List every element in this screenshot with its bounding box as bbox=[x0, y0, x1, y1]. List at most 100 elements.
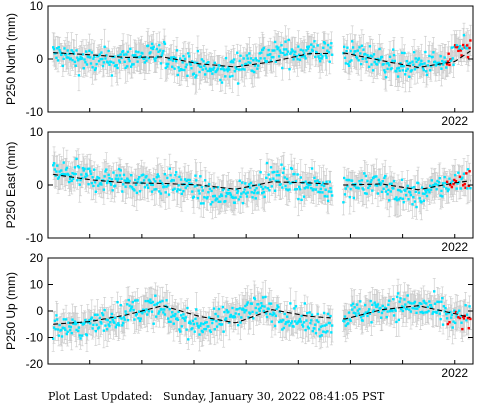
data-point bbox=[55, 56, 58, 60]
data-point bbox=[215, 68, 219, 72]
data-point bbox=[256, 64, 260, 67]
data-point bbox=[227, 65, 230, 69]
data-point bbox=[103, 45, 106, 49]
data-point bbox=[438, 63, 442, 66]
data-point bbox=[123, 179, 126, 182]
data-point bbox=[392, 53, 396, 57]
data-point bbox=[440, 189, 443, 193]
data-point bbox=[117, 177, 120, 180]
data-point bbox=[369, 180, 372, 184]
data-point bbox=[166, 184, 170, 187]
data-point bbox=[274, 179, 278, 183]
data-point bbox=[329, 46, 332, 49]
data-point bbox=[138, 190, 142, 193]
recent-data-point bbox=[468, 46, 471, 50]
data-point bbox=[352, 196, 356, 200]
data-point bbox=[221, 65, 225, 68]
data-point bbox=[58, 49, 61, 52]
data-point bbox=[423, 192, 426, 196]
data-point bbox=[128, 179, 131, 183]
data-point bbox=[56, 47, 59, 50]
data-point bbox=[251, 196, 254, 199]
data-point bbox=[66, 49, 69, 52]
data-point bbox=[315, 51, 319, 55]
data-point bbox=[453, 45, 456, 49]
data-point bbox=[155, 47, 159, 51]
data-point bbox=[290, 48, 294, 51]
recent-data-point bbox=[460, 54, 463, 57]
data-point bbox=[328, 180, 331, 184]
data-point bbox=[116, 66, 119, 70]
data-point bbox=[80, 173, 83, 176]
data-point bbox=[55, 170, 58, 173]
recent-data-point bbox=[461, 184, 465, 187]
data-point bbox=[425, 194, 429, 198]
data-point bbox=[395, 196, 398, 199]
data-point bbox=[448, 177, 451, 180]
data-point bbox=[92, 184, 95, 188]
data-point bbox=[133, 55, 136, 58]
recent-data-point bbox=[452, 182, 455, 186]
recent-data-point bbox=[458, 175, 462, 178]
data-point bbox=[442, 61, 446, 64]
data-point bbox=[243, 188, 246, 191]
data-point bbox=[194, 76, 197, 79]
data-point bbox=[64, 53, 68, 56]
data-point bbox=[57, 46, 61, 49]
data-point bbox=[277, 46, 280, 49]
data-point bbox=[294, 180, 298, 183]
data-point bbox=[211, 200, 214, 204]
data-point bbox=[277, 179, 280, 183]
data-point bbox=[203, 64, 206, 68]
data-point bbox=[415, 205, 418, 209]
data-point bbox=[273, 189, 277, 192]
data-point bbox=[76, 179, 79, 182]
data-point bbox=[137, 178, 140, 181]
data-point bbox=[269, 166, 273, 169]
data-point bbox=[161, 182, 164, 186]
data-point bbox=[330, 190, 333, 193]
data-point bbox=[254, 197, 257, 200]
data-point bbox=[411, 203, 414, 206]
data-point bbox=[466, 168, 470, 171]
data-point bbox=[126, 178, 130, 181]
data-point bbox=[259, 57, 262, 60]
data-point bbox=[123, 60, 126, 64]
data-point bbox=[406, 67, 409, 71]
data-point bbox=[318, 180, 321, 184]
data-point bbox=[158, 43, 161, 47]
data-point bbox=[59, 173, 62, 177]
data-point bbox=[387, 188, 390, 192]
data-point bbox=[298, 58, 302, 61]
data-point bbox=[240, 64, 244, 67]
data-point bbox=[346, 184, 349, 188]
data-point bbox=[305, 49, 308, 52]
data-point bbox=[285, 188, 288, 191]
data-point bbox=[70, 49, 73, 52]
data-point bbox=[430, 179, 434, 182]
data-point bbox=[117, 59, 121, 62]
data-point bbox=[182, 189, 185, 193]
data-point bbox=[195, 184, 199, 187]
data-point bbox=[208, 187, 212, 191]
data-point bbox=[362, 48, 365, 51]
data-point bbox=[306, 47, 310, 50]
data-point bbox=[285, 48, 288, 51]
data-point bbox=[166, 62, 170, 66]
data-point bbox=[220, 193, 223, 196]
data-point bbox=[404, 73, 407, 76]
y-tick-label: 0 bbox=[36, 178, 43, 192]
data-point bbox=[289, 182, 292, 185]
data-point bbox=[209, 69, 212, 73]
recent-data-point bbox=[463, 182, 466, 186]
data-point bbox=[52, 164, 55, 167]
data-point bbox=[317, 55, 320, 58]
data-point bbox=[225, 68, 229, 71]
data-point bbox=[90, 181, 93, 185]
data-point bbox=[93, 55, 96, 59]
data-point bbox=[313, 40, 316, 43]
data-point bbox=[115, 64, 118, 67]
data-point bbox=[210, 189, 213, 193]
data-point bbox=[159, 192, 163, 195]
data-point bbox=[177, 184, 180, 187]
